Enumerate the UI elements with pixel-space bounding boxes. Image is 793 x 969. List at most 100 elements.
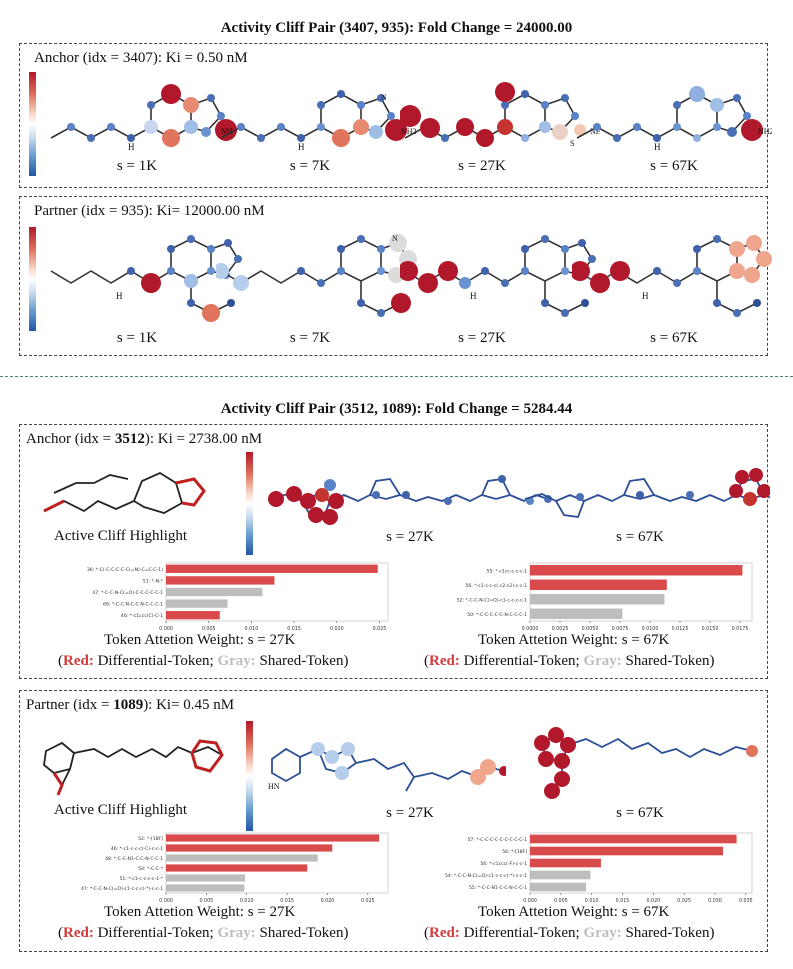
- pair1-partner-colorbar: [29, 227, 36, 331]
- pair1-partner-panel: Partner (idx = 935): Ki= 12000.00 nM H s…: [19, 196, 772, 356]
- chart-tick-label: 0.010: [240, 898, 254, 904]
- pair2-anchor-legend-67k: (Red: Differential-Token; Gray: Shared-T…: [424, 653, 715, 669]
- pair2-partner-chart-27k: 52: *-[18F] 46: *-c1-c-c-c(-C)-c-c-1 48: *…: [81, 832, 389, 904]
- chart-category-label: 47: *-C-C-N-C(=O)-c1-c-c-c(-*)-c-c-1: [81, 886, 163, 892]
- chart-bar: [166, 576, 275, 585]
- pair2-anchor-step-1: s = 27K: [386, 529, 434, 545]
- pair1-partner-step-1: s = 1K: [116, 330, 158, 346]
- pair2-partner-molecule-27k: HN: [268, 742, 506, 792]
- chart-bar: [530, 579, 667, 590]
- atom-label: H: [642, 291, 649, 301]
- chart-tick-label: 0.0150: [702, 626, 719, 632]
- atom-label: NH: [221, 127, 233, 136]
- chart-category-label: 56: *-c1ccc(-F)-c-c-1: [480, 861, 527, 867]
- chart-category-label: 56: *-c1-c-c-c(-c2-c2)-c-c-1: [465, 583, 527, 589]
- chart-category-label: 36: *-C(-C-C-C-C-C(=N)-C=C-C-1): [87, 567, 163, 573]
- chart-category-label: 56: *-[18F]: [502, 849, 527, 855]
- chart-bar: [166, 587, 263, 597]
- pair1-anchor-molecule-27k: S NH2: [400, 82, 600, 148]
- chart-tick-label: 0.010: [245, 626, 259, 632]
- pair1-anchor-molecule-67k: NH2 H: [576, 86, 772, 152]
- pair1-partner-molecule-67k: H: [572, 234, 772, 318]
- pair2-partner-legend-27k: (Red: Differential-Token; Gray: Shared-T…: [58, 925, 349, 941]
- chart-category-label: 52: *-C-C-N-C(=O)-c1-c-c-c-c-1: [457, 597, 527, 603]
- pair2-anchor-chart-67k: 55: *-c1cc-c-c-c-1 56: *-c1-c-c-c(-c2-c2)…: [457, 562, 753, 632]
- atom-label: H: [128, 142, 135, 152]
- atom-label: NH2: [401, 127, 416, 136]
- chart-tick-label: 0.0050: [582, 626, 599, 632]
- pair1-anchor-step-3: s = 27K: [458, 158, 506, 174]
- pair2-anchor-chart-27k: 36: *-C(-C-C-C-C-C(=N)-C=C-C-1) 51: *-N-*…: [87, 562, 389, 632]
- chart-tick-label: 0.0175: [732, 626, 749, 632]
- pair1-anchor-step-2: s = 7K: [289, 158, 331, 174]
- pair1-title: Activity Cliff Pair (3407, 935): Fold Ch…: [220, 20, 573, 36]
- chart-category-label: 46: *-c1ccc(C)-C-1: [121, 613, 163, 619]
- chart-bar: [166, 611, 220, 620]
- chart-bar: [166, 884, 245, 892]
- pair2-partner-step-1: s = 27K: [386, 805, 434, 821]
- chart-tick-label: 0.020: [646, 898, 660, 904]
- chart-tick-label: 0.0025: [552, 626, 569, 632]
- pair1-partner-step-2: s = 7K: [289, 330, 331, 346]
- pair1-anchor-step-1: s = 1K: [116, 158, 158, 174]
- pair2-anchor-token-caption-67k: Token Attetion Weight: s = 67K: [478, 632, 670, 648]
- chart-tick-label: 0.035: [739, 898, 753, 904]
- pair2-partner-colorbar: [246, 721, 253, 831]
- chart-category-label: 51: *-c1-c-c-c-c-1-*: [119, 876, 163, 882]
- atom-label: H: [654, 142, 661, 152]
- chart-tick-label: 0.0100: [642, 626, 659, 632]
- pair1-anchor-colorbar: [29, 72, 36, 176]
- pair2-anchor-step-2: s = 67K: [616, 529, 664, 545]
- chart-bar: [166, 599, 228, 608]
- pair2-anchor-colorbar: [246, 452, 253, 555]
- pair1-partner-label: Partner (idx = 935): Ki= 12000.00 nM: [34, 203, 265, 219]
- pair2-anchor-label: Anchor (idx = 3512): Ki = 2738.00 nM: [26, 431, 263, 447]
- pair2-anchor-molecule-67k: [524, 468, 770, 518]
- chart-bar: [530, 882, 587, 892]
- chart-bar: [530, 870, 591, 880]
- pair2-partner-legend-67k: (Red: Differential-Token; Gray: Shared-T…: [424, 925, 715, 941]
- pair-separator: [0, 376, 793, 377]
- pair1-anchor-label: Anchor (idx = 3407): Ki = 0.50 nM: [34, 50, 248, 66]
- pair2-partner-step-2: s = 67K: [616, 805, 664, 821]
- chart-tick-label: 0.015: [280, 898, 294, 904]
- chart-category-label: 52: *-[18F]: [138, 836, 163, 842]
- chart-bar: [530, 834, 737, 844]
- pair2-title: Activity Cliff Pair (3512, 1089): Fold C…: [220, 401, 573, 417]
- chart-category-label: 51: *-N-*: [143, 578, 164, 584]
- pair2-partner-token-caption-27k: Token Attetion Weight: s = 27K: [104, 904, 296, 920]
- pair2-partner-chart-67k: 57: *-C-C-C-C-C-C-C-C-C-1 56: *-[18F] 56: …: [445, 832, 753, 904]
- pair1-anchor-molecule-7k: NH2 N H: [220, 89, 416, 152]
- pair2-anchor-highlight-molecule: [43, 472, 206, 514]
- chart-tick-label: 0.0000: [522, 626, 539, 632]
- chart-frame: [529, 562, 753, 622]
- chart-category-label: 50: *-C-C-*: [138, 866, 164, 872]
- pair2-partner-label: Partner (idx = 1089): Ki= 0.45 nM: [26, 697, 235, 713]
- pair2-anchor-token-caption-27k: Token Attetion Weight: s = 27K: [104, 632, 296, 648]
- chart-category-label: 47: *-C-C-N-C(=O)-C-C-C-C-C-1: [92, 590, 163, 596]
- chart-frame: [165, 832, 389, 894]
- chart-bar: [166, 854, 318, 862]
- atom-label: NH2: [590, 127, 600, 136]
- chart-bar: [166, 834, 380, 842]
- atom-label: HN: [268, 782, 280, 791]
- chart-bar: [166, 864, 308, 872]
- pair1-anchor-step-4: s = 67K: [650, 158, 698, 174]
- chart-category-label: 48: *-C-C-N1-C-C-N-C-C-1: [105, 856, 163, 862]
- atom-label: H: [116, 291, 123, 301]
- chart-tick-label: 0.000: [523, 898, 537, 904]
- pair2-partner-token-caption-67k: Token Attetion Weight: s = 67K: [478, 904, 670, 920]
- atom-label: S: [570, 139, 574, 148]
- chart-tick-label: 0.000: [159, 898, 173, 904]
- chart-category-label: 57: *-C-C-C-C-C-C-C-C-C-1: [467, 837, 527, 843]
- atom-label: NH2: [758, 127, 772, 136]
- pair2-partner-highlight-molecule: [43, 739, 224, 796]
- pair1-partner-molecule-7k: N: [216, 234, 417, 318]
- chart-tick-label: 0.020: [321, 898, 335, 904]
- chart-bar: [166, 564, 378, 573]
- pair2-anchor-panel: Anchor (idx = 3512): Ki = 2738.00 nM Act…: [19, 424, 770, 679]
- chart-bar: [530, 565, 743, 576]
- chart-tick-label: 0.0125: [672, 626, 689, 632]
- chart-tick-label: 0.025: [361, 898, 375, 904]
- chart-category-label: 66: *-C-C-N-C-C-N-C-C-C-1: [103, 602, 163, 608]
